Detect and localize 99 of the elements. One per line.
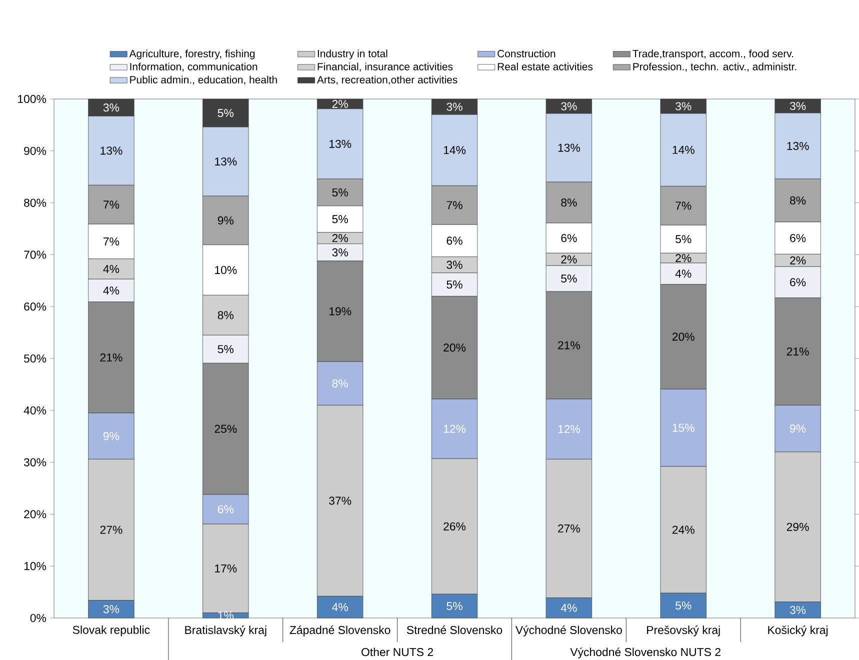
data-label: 7% <box>446 201 462 210</box>
data-label: 7% <box>104 200 120 209</box>
legend-label: Real estate activities <box>498 62 593 70</box>
data-label: 9% <box>790 424 806 433</box>
data-label: 13% <box>100 146 122 155</box>
legend-label: Profession., techn. activ., administr. <box>633 62 796 72</box>
y-tick-label: 10% <box>24 562 46 570</box>
data-label: 6% <box>790 278 806 286</box>
data-label: 3% <box>790 102 806 110</box>
data-label: 6% <box>218 505 234 514</box>
data-label: 5% <box>561 274 577 283</box>
data-label: 9% <box>218 216 234 224</box>
y-tick-label: 40% <box>24 406 46 414</box>
data-label: 4% <box>103 264 120 273</box>
data-label: 37% <box>329 496 352 505</box>
y-tick-label: 90% <box>24 146 46 155</box>
data-label: 4% <box>560 604 577 612</box>
data-label: 15% <box>672 424 694 432</box>
data-label: 4% <box>103 286 120 295</box>
data-label: 20% <box>444 344 466 352</box>
data-label: 5% <box>446 602 462 610</box>
x-tick-label: Košický kraj <box>768 626 828 636</box>
data-label: 3% <box>332 248 348 256</box>
legend-label: Agriculture, forestry, fishing <box>129 50 255 60</box>
data-label: 5% <box>676 235 692 244</box>
y-tick-label: 50% <box>24 354 46 363</box>
data-label: 9% <box>103 432 120 440</box>
x-tick-label: Východné Slovensko <box>515 626 622 636</box>
data-label: 2% <box>332 100 348 108</box>
data-label: 5% <box>218 108 234 118</box>
data-label: 5% <box>218 345 234 354</box>
data-label: 6% <box>790 234 806 242</box>
data-label: 3% <box>446 260 462 269</box>
x-tick-label: Stredné Slovensko <box>406 626 502 634</box>
data-label: 26% <box>444 522 466 530</box>
data-label: 21% <box>558 341 580 350</box>
data-label: 4% <box>675 270 692 278</box>
data-label: 24% <box>672 526 694 534</box>
data-label: 13% <box>787 142 809 150</box>
data-label: 21% <box>100 353 122 362</box>
data-label: 7% <box>104 237 120 246</box>
data-label: 3% <box>561 102 577 110</box>
data-label: 2% <box>332 234 348 242</box>
data-label: 3% <box>103 104 120 112</box>
data-label: 12% <box>558 425 580 434</box>
data-label: 19% <box>329 307 352 316</box>
data-label: 10% <box>215 266 237 274</box>
legend-label: Information, communication <box>130 62 258 72</box>
legend-label: Industry in total <box>318 50 388 60</box>
data-label: 17% <box>215 564 237 572</box>
data-label: 8% <box>332 379 348 388</box>
text: Východné Slovensko NUTS 2 <box>570 648 720 658</box>
data-label: 5% <box>332 188 348 196</box>
data-label: 2% <box>561 255 577 264</box>
y-tick-label: 30% <box>24 458 46 466</box>
data-label: 3% <box>446 102 462 111</box>
legend-label: Financial, insurance activities <box>318 62 453 72</box>
data-label: 7% <box>676 202 692 210</box>
data-label: 5% <box>676 602 692 610</box>
y-tick-label: 70% <box>24 250 46 259</box>
x-tick-label: Slovak republic <box>72 626 150 636</box>
data-label: 3% <box>790 606 806 614</box>
data-label: 14% <box>672 146 694 154</box>
data-label: 6% <box>561 234 577 242</box>
data-label: 25% <box>214 424 237 433</box>
data-label: 13% <box>329 140 352 148</box>
data-label: 21% <box>786 347 809 356</box>
data-label: 13% <box>558 144 580 152</box>
data-label: 12% <box>444 424 466 433</box>
legend-label: Arts, recreation,other activities <box>316 76 458 85</box>
data-label: 2% <box>790 256 806 264</box>
x-tick-label: Západné Slovensko <box>290 626 390 636</box>
y-tick-label: 80% <box>24 198 46 207</box>
data-label: 8% <box>790 196 806 205</box>
data-label: 8% <box>218 311 234 320</box>
data-label: 5% <box>332 215 348 224</box>
data-label: 29% <box>786 522 809 531</box>
legend-label: Construction <box>498 50 556 58</box>
data-label: 3% <box>676 102 692 110</box>
data-label: 4% <box>332 603 348 612</box>
data-label: 6% <box>446 236 462 245</box>
data-label: 5% <box>446 280 462 289</box>
data-label: 2% <box>676 254 692 262</box>
data-label: 20% <box>672 332 694 341</box>
legend-label: Public admin., education, health <box>130 76 277 85</box>
y-tick-label: 100% <box>18 94 46 104</box>
y-tick-label: 60% <box>24 302 46 311</box>
data-label: 27% <box>558 524 580 532</box>
data-label: 27% <box>100 526 122 534</box>
data-label: 13% <box>215 157 237 166</box>
y-tick-label: 0% <box>30 614 46 622</box>
legend-label: Trade,transport, accom., food serv. <box>632 50 794 60</box>
text: Other NUTS 2 <box>362 648 433 656</box>
x-tick-label: Prešovský kraj <box>647 626 720 636</box>
y-tick-label: 20% <box>24 510 46 518</box>
data-label: 3% <box>103 605 120 614</box>
data-label: 14% <box>444 146 466 154</box>
x-tick-label: Bratislavský kraj <box>185 626 266 636</box>
data-label: 8% <box>561 198 577 207</box>
